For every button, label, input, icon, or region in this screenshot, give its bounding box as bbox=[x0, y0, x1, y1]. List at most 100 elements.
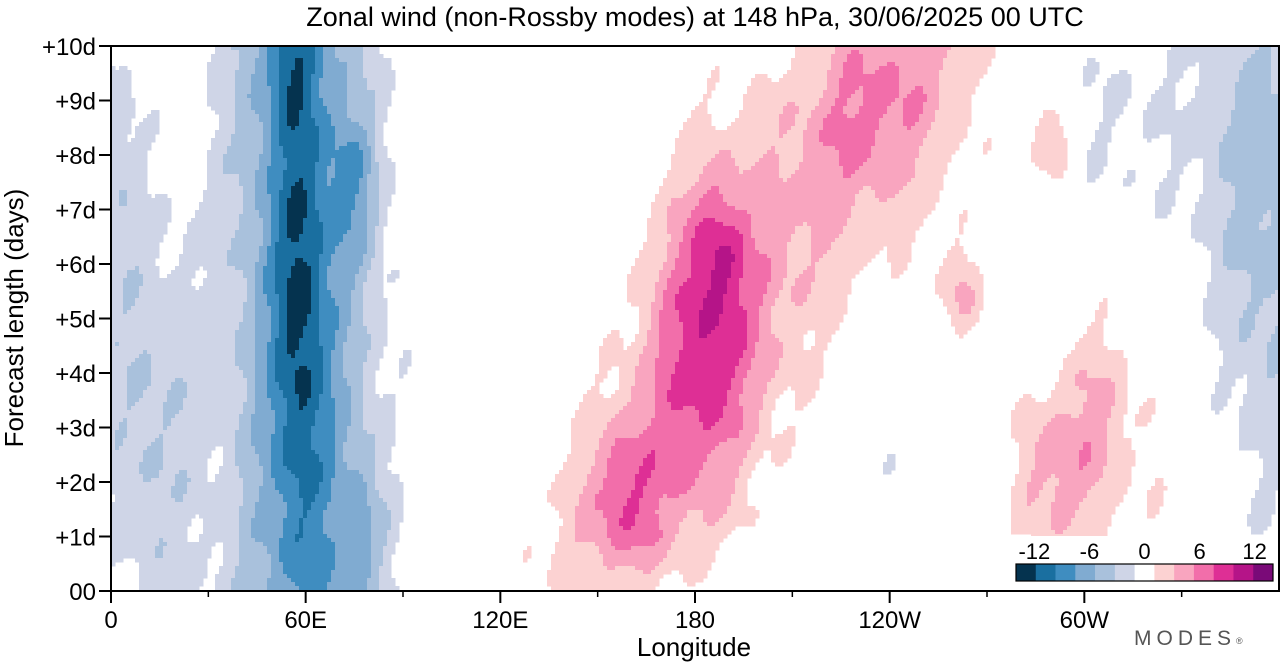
field-cell bbox=[723, 406, 744, 411]
field-cell bbox=[287, 114, 300, 119]
field-cell bbox=[699, 174, 780, 179]
field-cell bbox=[1247, 386, 1279, 391]
field-cell bbox=[267, 82, 280, 87]
field-cell bbox=[795, 302, 804, 307]
field-cell bbox=[295, 390, 312, 395]
field-cell bbox=[335, 346, 344, 351]
field-cell bbox=[267, 54, 280, 59]
field-cell bbox=[263, 238, 272, 243]
field-cell bbox=[111, 118, 132, 123]
field-cell bbox=[1271, 86, 1279, 91]
field-cell bbox=[207, 174, 240, 179]
y-axis-label-wrap: Forecast length (days) bbox=[0, 0, 30, 664]
field-cell bbox=[247, 386, 256, 391]
field-cell bbox=[815, 342, 828, 347]
field-cell bbox=[955, 326, 972, 331]
field-cell bbox=[375, 118, 388, 123]
field-cell bbox=[1087, 390, 1116, 395]
field-cell bbox=[111, 182, 148, 187]
field-cell bbox=[311, 386, 324, 391]
field-cell bbox=[259, 458, 272, 463]
field-cell bbox=[1147, 102, 1176, 107]
field-cell bbox=[707, 334, 748, 339]
field-cell bbox=[575, 530, 608, 535]
field-cell bbox=[667, 246, 680, 251]
field-cell bbox=[823, 94, 840, 99]
field-cell bbox=[639, 314, 652, 319]
field-cell bbox=[871, 146, 920, 151]
field-cell bbox=[351, 414, 364, 419]
field-cell bbox=[335, 342, 344, 347]
field-cell bbox=[955, 330, 968, 335]
field-cell bbox=[375, 486, 404, 491]
field-cell bbox=[787, 130, 804, 135]
field-cell bbox=[335, 130, 368, 135]
field-cell bbox=[795, 118, 808, 123]
field-cell bbox=[715, 326, 748, 331]
field-cell bbox=[347, 426, 364, 431]
field-cell bbox=[111, 306, 124, 311]
field-cell bbox=[111, 266, 136, 271]
field-cell bbox=[663, 182, 696, 187]
field-cell bbox=[679, 318, 700, 323]
field-cell bbox=[603, 338, 624, 343]
field-cell bbox=[271, 242, 276, 247]
field-cell bbox=[1011, 490, 1028, 495]
field-cell bbox=[679, 254, 692, 259]
field-cell bbox=[235, 350, 256, 355]
field-cell bbox=[243, 498, 260, 503]
field-cell bbox=[639, 354, 660, 359]
field-cell bbox=[1219, 170, 1279, 175]
field-cell bbox=[235, 342, 256, 347]
field-cell bbox=[139, 286, 196, 291]
field-cell bbox=[743, 242, 756, 247]
field-cell bbox=[655, 402, 672, 407]
field-cell bbox=[815, 330, 836, 335]
field-cell bbox=[327, 170, 336, 175]
field-cell bbox=[715, 446, 752, 451]
field-cell bbox=[759, 318, 772, 323]
field-cell bbox=[275, 342, 288, 347]
field-cell bbox=[739, 166, 752, 171]
field-cell bbox=[743, 458, 760, 463]
field-cell bbox=[279, 238, 292, 243]
field-cell bbox=[383, 546, 396, 551]
field-cell bbox=[1103, 470, 1132, 475]
field-cell bbox=[1263, 214, 1272, 219]
field-cell bbox=[283, 570, 332, 575]
field-cell bbox=[659, 274, 672, 279]
field-cell bbox=[295, 126, 320, 131]
field-cell bbox=[363, 398, 396, 403]
field-cell bbox=[123, 294, 140, 299]
field-cell bbox=[307, 510, 324, 515]
field-cell bbox=[347, 326, 368, 331]
field-cell bbox=[559, 514, 576, 519]
field-cell bbox=[311, 278, 320, 283]
field-cell bbox=[379, 174, 396, 179]
field-cell bbox=[255, 382, 268, 387]
field-cell bbox=[275, 270, 292, 275]
field-cell bbox=[263, 282, 276, 287]
field-cell bbox=[315, 206, 356, 211]
field-cell bbox=[1267, 374, 1276, 379]
field-cell bbox=[843, 110, 860, 115]
field-cell bbox=[1215, 410, 1220, 415]
field-cell bbox=[139, 582, 204, 587]
field-cell bbox=[1039, 434, 1108, 439]
field-cell bbox=[1143, 126, 1228, 131]
field-cell bbox=[1171, 162, 1188, 167]
field-cell bbox=[691, 258, 716, 263]
field-cell bbox=[259, 498, 284, 503]
field-cell bbox=[647, 238, 672, 243]
field-cell bbox=[1235, 98, 1279, 103]
field-cell bbox=[659, 270, 672, 275]
field-cell bbox=[239, 474, 264, 479]
field-cell bbox=[1219, 162, 1279, 167]
field-cell bbox=[299, 398, 308, 403]
field-cell bbox=[675, 366, 736, 371]
field-cell bbox=[779, 130, 788, 135]
field-cell bbox=[951, 46, 996, 51]
field-cell bbox=[143, 458, 164, 463]
field-cell bbox=[959, 222, 964, 227]
field-cell bbox=[603, 482, 636, 487]
